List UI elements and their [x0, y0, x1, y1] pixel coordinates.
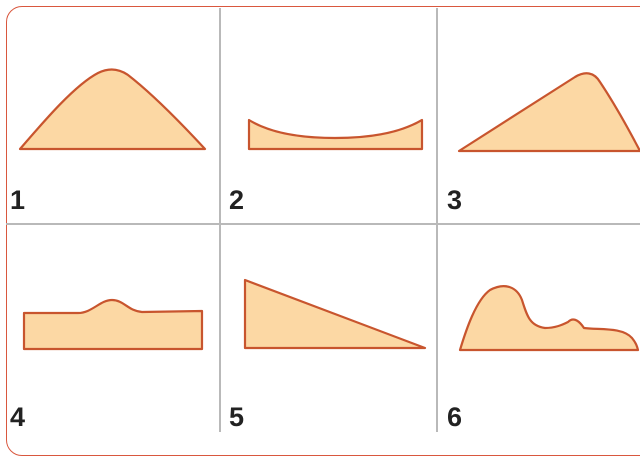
shape-5-descending-line: [243, 278, 427, 350]
panel-label-1: 1: [10, 185, 26, 215]
panel-label-2: 2: [229, 185, 245, 215]
distribution-shapes-grid: [6, 8, 640, 432]
shape-2-shallow-u-curve: [247, 118, 424, 151]
shape-4-flat-with-small-bump: [22, 298, 204, 351]
panel-label-6: 6: [447, 402, 463, 432]
panel-label-3: 3: [447, 185, 463, 215]
panel-label-4: 4: [10, 402, 26, 432]
shape-3-left-skewed-peak: [457, 72, 640, 153]
shape-1-bell-curve: [18, 68, 207, 151]
shape-6-right-skewed-multi-peak: [458, 285, 640, 352]
panel-label-5: 5: [229, 402, 245, 432]
